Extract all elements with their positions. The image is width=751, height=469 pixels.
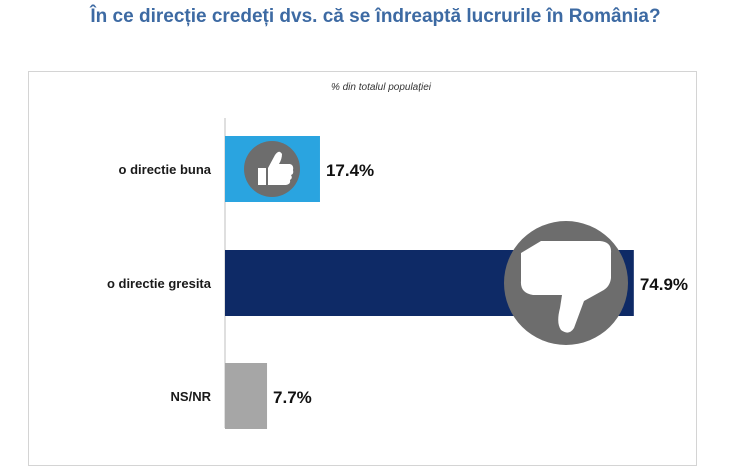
value-label: 7.7% [273,388,312,407]
chart-frame [28,71,697,466]
thumbs-up-icon [244,141,300,197]
thumbs-down-icon [504,221,628,345]
category-label: NS/NR [171,389,212,404]
chart-title: În ce direcție credeți dvs. că se îndrea… [90,6,661,27]
category-label: o directie gresita [107,276,212,291]
bar [225,363,268,429]
chart-subtitle: % din totalul populației [331,82,432,93]
value-label: 17.4% [326,161,374,180]
category-label: o directie buna [119,162,212,177]
value-label: 74.9% [640,275,688,294]
